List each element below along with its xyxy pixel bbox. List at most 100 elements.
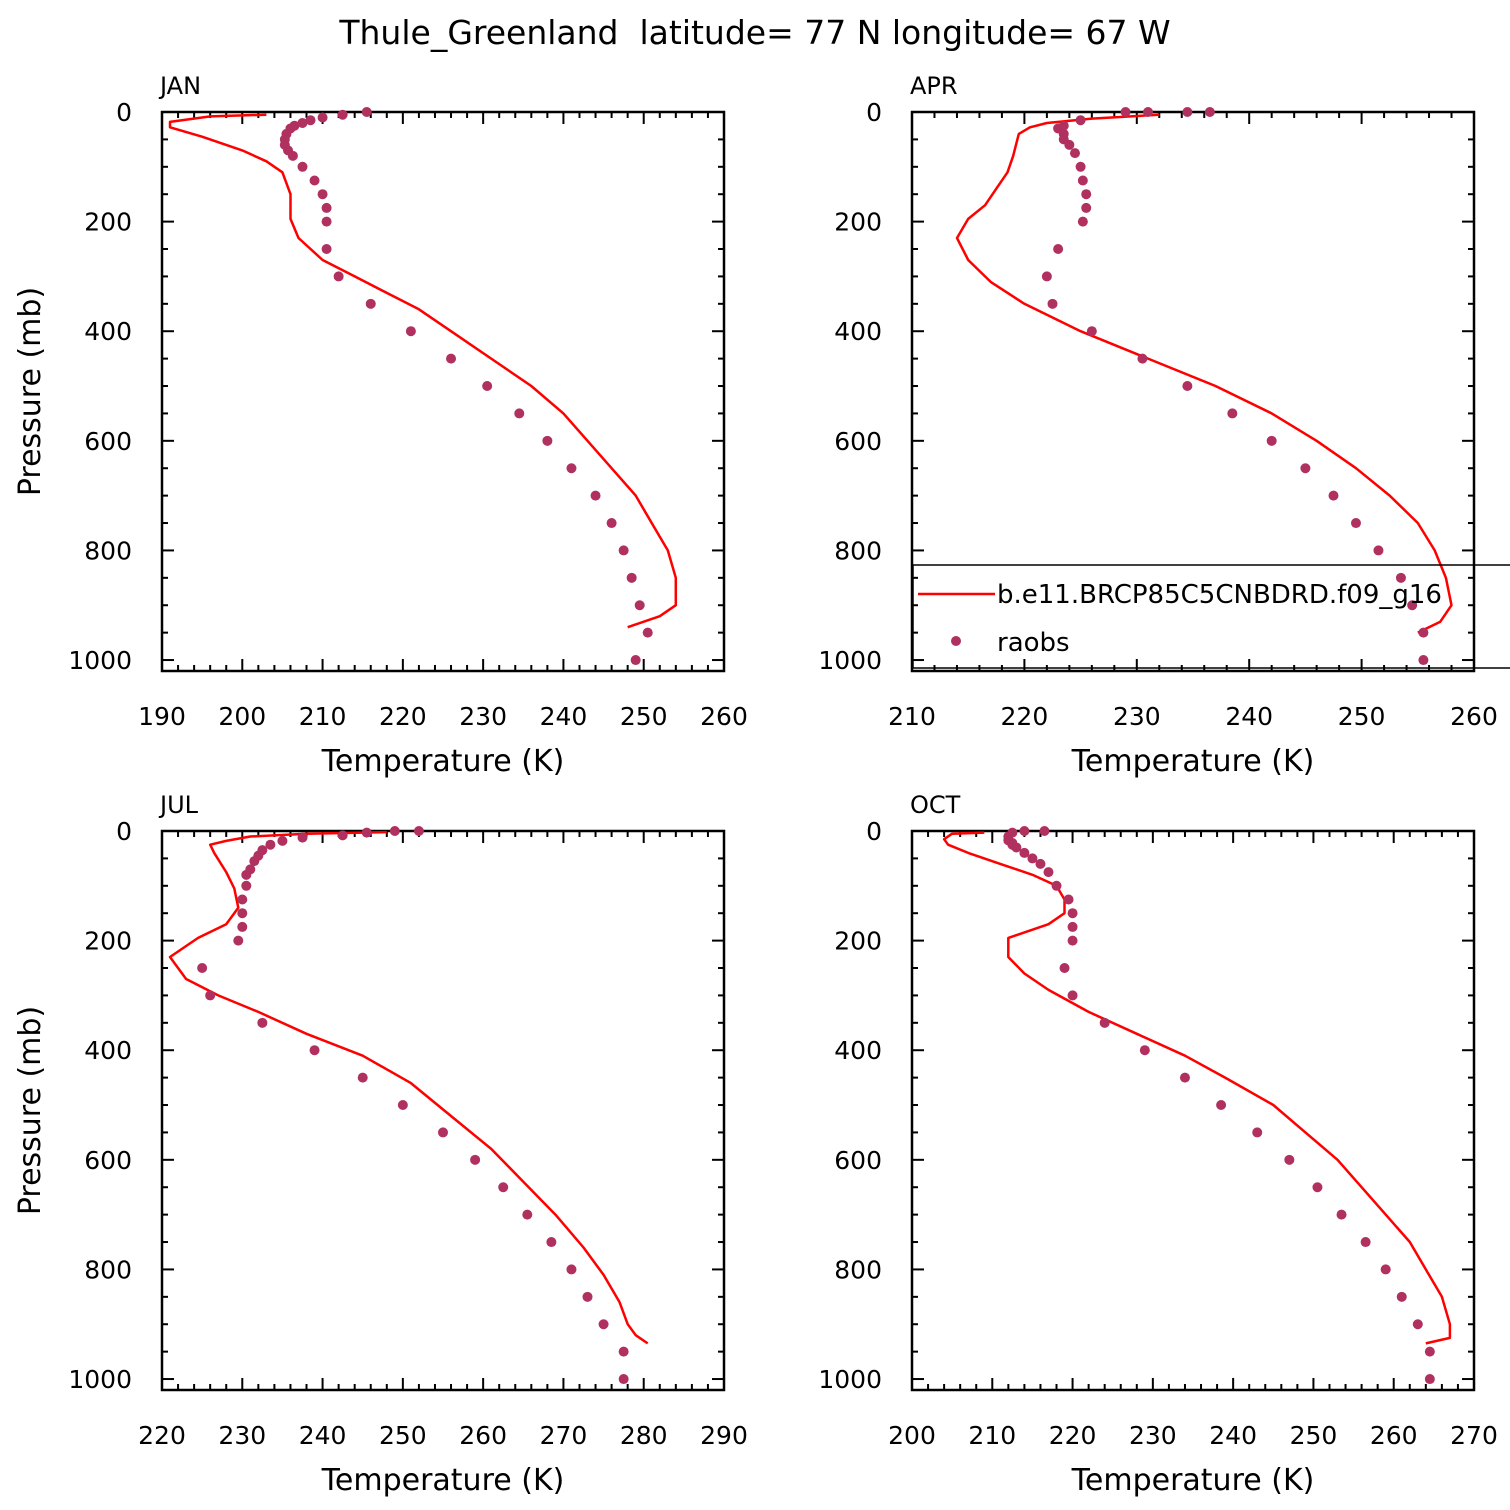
y-tick-label: 0 [116, 98, 132, 127]
raobs-point [606, 518, 617, 529]
raobs-point [241, 880, 252, 891]
panel-title: JAN [158, 72, 201, 100]
y-tick-label: 1000 [818, 646, 882, 675]
raobs-point [566, 463, 577, 474]
raobs-point [1067, 921, 1078, 932]
y-tick-label: 800 [84, 536, 132, 565]
raobs-point [1077, 216, 1088, 227]
raobs-point [1075, 161, 1086, 172]
raobs-point [205, 990, 216, 1001]
raobs-point [546, 1237, 557, 1248]
raobs-point [309, 1045, 320, 1056]
y-tick-label: 0 [866, 98, 882, 127]
raobs-point [630, 655, 641, 666]
x-tick-label: 200 [218, 702, 266, 731]
y-tick-label: 1000 [68, 646, 132, 675]
panel-jan: 190 200 210 220 230 240 250 260 0 200 400 600 800 100… [13, 72, 748, 779]
plot-frame [160, 110, 726, 673]
raobs-point [1035, 858, 1046, 869]
y-tick-label: 0 [116, 817, 132, 846]
x-tick-label: 210 [888, 702, 936, 731]
raobs-point [1041, 271, 1052, 282]
raobs-point [1039, 826, 1050, 836]
raobs-point [1051, 880, 1062, 891]
y-tick-label: 600 [84, 1146, 132, 1175]
panel-title: APR [910, 72, 958, 100]
raobs-point [1059, 963, 1070, 974]
raobs-point [1081, 189, 1092, 200]
plot-frame [910, 110, 1476, 673]
raobs-point [1373, 545, 1384, 556]
x-tick-label: 260 [459, 1421, 507, 1450]
raobs-point [1412, 1319, 1423, 1330]
x-tick-label: 230 [218, 1421, 266, 1450]
y-tick-label: 800 [834, 1255, 882, 1284]
model-line [942, 831, 1452, 1345]
x-tick-label: 250 [620, 702, 668, 731]
raobs-point [582, 1291, 593, 1302]
raobs-point [241, 869, 252, 880]
raobs-point [1424, 1374, 1435, 1385]
legend-label-model: b.e11.BRCP85C5CNBDRD.f09_g16 [997, 580, 1442, 610]
raobs-point [321, 244, 332, 255]
y-tick-label: 1000 [68, 1365, 132, 1394]
raobs-point [1407, 600, 1418, 611]
panel-apr: 210 220 230 240 250 260 0 200 400 600 800 1000 Tempe… [818, 72, 1497, 779]
y-tick-label: 600 [834, 427, 882, 456]
x-tick-label: 240 [540, 702, 588, 731]
figure-title: Thule_Greenland latitude= 77 N longitude… [338, 13, 1170, 52]
x-tick-label: 270 [540, 1421, 588, 1450]
plot-frame [910, 829, 1476, 1392]
x-tick-label: 270 [1450, 1421, 1498, 1450]
raobs-point [1395, 572, 1406, 583]
x-tick-label: 220 [379, 702, 427, 731]
x-tick-label: 220 [1049, 1421, 1097, 1450]
raobs-point [1424, 1346, 1435, 1357]
raobs-point [542, 435, 553, 446]
raobs-point [522, 1209, 533, 1220]
x-tick-label: 210 [299, 702, 347, 731]
raobs-point [1252, 1127, 1263, 1138]
raobs-point [1300, 463, 1311, 474]
raobs-point [642, 627, 653, 638]
raobs-point [1011, 842, 1022, 853]
x-tick-label: 230 [459, 702, 507, 731]
y-tick-label: 0 [866, 817, 882, 846]
raobs-point [389, 826, 400, 836]
raobs-point [397, 1100, 408, 1111]
raobs-point [337, 830, 348, 841]
raobs-point [1143, 107, 1154, 117]
raobs-point [598, 1319, 609, 1330]
raobs-point [297, 117, 308, 128]
raobs-point [237, 894, 248, 905]
raobs-point [590, 490, 601, 501]
raobs-point [197, 963, 208, 974]
raobs-point [365, 298, 376, 309]
raobs-point [265, 839, 276, 850]
y-tick-label: 600 [834, 1146, 882, 1175]
y-axis-label: Pressure (mb) [13, 1006, 48, 1215]
raobs-point [634, 600, 645, 611]
y-tick-label: 400 [84, 1036, 132, 1065]
x-tick-label: 190 [138, 702, 186, 731]
raobs-point [1043, 867, 1054, 878]
raobs-point [413, 826, 424, 836]
x-tick-label: 200 [888, 1421, 936, 1450]
raobs-point [618, 1374, 629, 1385]
raobs-point [1182, 107, 1193, 117]
x-tick-label: 260 [700, 702, 748, 731]
raobs-point [446, 353, 457, 364]
y-tick-label: 200 [834, 927, 882, 956]
raobs-point [305, 115, 316, 126]
model-line [168, 830, 649, 1345]
y-tick-label: 200 [834, 208, 882, 237]
legend-marker-swatch [951, 636, 961, 646]
raobs-point [1053, 244, 1064, 255]
panels: 190 200 210 220 230 240 250 260 0 200 400 600 800 100… [13, 72, 1498, 1498]
x-axis-label: Temperature (K) [1071, 744, 1315, 779]
raobs-point [1227, 408, 1238, 419]
raobs-point [1019, 826, 1030, 836]
raobs-point [438, 1127, 448, 1138]
raobs-point [1081, 202, 1092, 213]
